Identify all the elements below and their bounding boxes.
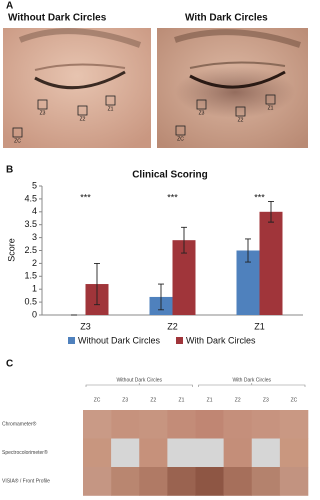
y-tick-label: 0.5: [24, 296, 37, 306]
color-cell: [111, 467, 140, 496]
x-tick-label: Z3: [80, 321, 91, 331]
column-label: Z3: [263, 397, 269, 403]
column-label: ZC: [94, 397, 101, 403]
legend-swatch: [176, 337, 183, 344]
zone-box: [77, 105, 88, 116]
y-tick-label: 3: [32, 232, 37, 242]
color-cell: [83, 467, 112, 496]
photo: [3, 28, 151, 148]
error-bar: [158, 283, 164, 311]
group-label: Without Dark Circles: [116, 377, 162, 383]
color-cell: [111, 438, 140, 468]
figure: A Without Dark Circles With Dark Circles…: [2, 1, 309, 496]
color-cell: [251, 410, 281, 439]
photo-title: Without Dark Circles: [8, 13, 107, 24]
column-label: ZC: [291, 397, 298, 403]
zone-label: Z1: [108, 106, 114, 112]
zone-box: [265, 94, 276, 105]
y-tick-label: 4: [32, 206, 37, 216]
color-cell: [279, 438, 309, 468]
annotation: ***: [167, 192, 178, 202]
color-cell: [139, 410, 168, 439]
row-label: Chromameter®: [2, 421, 37, 428]
zone-label: Z2: [80, 116, 86, 122]
column-label: Z3: [122, 397, 128, 403]
color-cell: [223, 438, 253, 468]
color-cell: [167, 410, 196, 439]
column-label: Z2: [150, 397, 156, 403]
error-bar: [181, 226, 187, 254]
column-label: Z1: [179, 397, 185, 403]
y-tick-label: 4.5: [24, 193, 37, 203]
zone-label: Z1: [268, 105, 274, 111]
x-tick-label: Z2: [167, 321, 178, 331]
photo: [157, 28, 308, 148]
photo-title: With Dark Circles: [185, 13, 268, 24]
zone-label: Z2: [238, 117, 244, 123]
color-cell: [195, 410, 224, 439]
color-cell: [251, 438, 281, 468]
annotation: ***: [254, 192, 265, 202]
group-bracket: [198, 383, 306, 387]
bar: [172, 240, 196, 315]
zone-box: [196, 99, 207, 110]
color-cell: [279, 410, 309, 439]
y-tick-label: 5: [32, 180, 37, 190]
annotation: ***: [80, 192, 91, 202]
zone-label: ZC: [177, 136, 184, 142]
panel-label: B: [6, 165, 13, 176]
legend-label: With Dark Circles: [186, 335, 256, 345]
column-label: Z1: [207, 397, 213, 403]
y-tick-label: 1: [32, 284, 37, 294]
zone-label: ZC: [14, 138, 21, 144]
zone-box: [105, 95, 116, 106]
error-bar: [94, 262, 100, 306]
color-cell: [195, 467, 224, 496]
y-tick-label: 1.5: [24, 271, 37, 281]
group-bracket: [85, 383, 193, 387]
bar: [259, 211, 283, 315]
color-cell: [279, 467, 309, 496]
y-tick-label: 2.5: [24, 245, 37, 255]
color-cell: [251, 467, 281, 496]
color-cell: [139, 438, 168, 468]
panel-label: A: [6, 1, 13, 12]
row-label: VISIA® / Front Profile: [2, 478, 50, 485]
row-label: Spectrocolorimeter®: [2, 449, 48, 456]
color-cell: [139, 467, 168, 496]
y-tick-label: 3.5: [24, 219, 37, 229]
bar: [236, 250, 260, 315]
zone-label: Z3: [199, 110, 205, 116]
error-bar: [268, 201, 274, 223]
color-cell: [195, 438, 224, 468]
y-axis-label: Score: [6, 238, 16, 262]
error-bar: [245, 238, 251, 263]
panel-label: C: [6, 359, 13, 370]
zone-label: Z3: [40, 110, 46, 116]
group-label: With Dark Circles: [232, 377, 271, 383]
color-cell: [167, 438, 196, 468]
color-cell: [83, 438, 112, 468]
zone-box: [12, 127, 23, 138]
zone-box: [235, 106, 246, 117]
color-cell: [223, 467, 253, 496]
legend-swatch: [68, 337, 75, 344]
y-tick-label: 2: [32, 258, 37, 268]
y-tick-label: 0: [32, 309, 37, 319]
zone-box: [175, 125, 186, 136]
color-cell: [111, 410, 140, 439]
color-cell: [83, 410, 112, 439]
chart-title: Clinical Scoring: [132, 170, 208, 181]
zone-box: [37, 99, 48, 110]
column-label: Z2: [235, 397, 241, 403]
x-tick-label: Z1: [254, 321, 265, 331]
legend-label: Without Dark Circles: [78, 335, 161, 345]
color-cell: [223, 410, 253, 439]
color-cell: [167, 467, 196, 496]
